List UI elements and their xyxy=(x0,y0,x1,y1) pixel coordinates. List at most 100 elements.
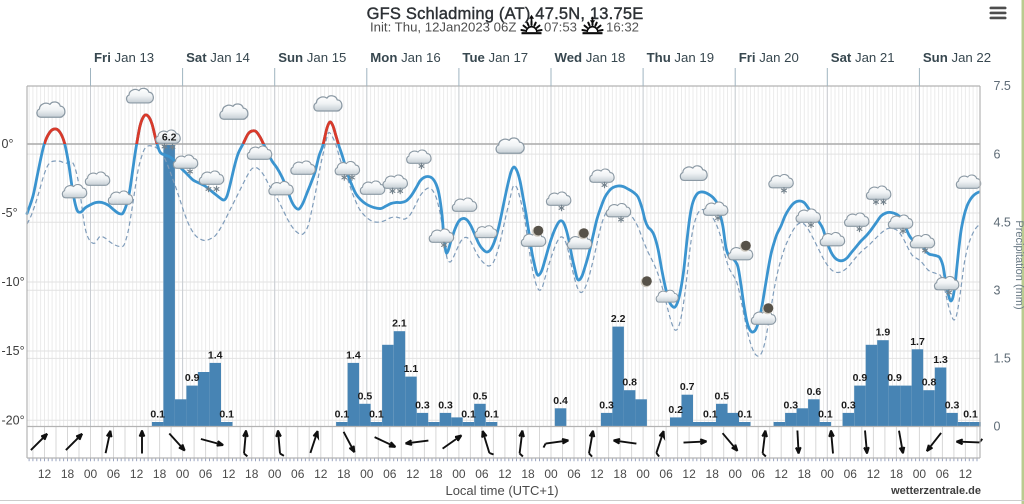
svg-text:18: 18 xyxy=(521,467,535,481)
svg-text:1.4: 1.4 xyxy=(346,349,361,361)
svg-text:12: 12 xyxy=(222,467,236,481)
svg-text:Init: Thu, 12Jan2023 06Z: Init: Thu, 12Jan2023 06Z xyxy=(370,20,516,35)
svg-text:06: 06 xyxy=(107,467,121,481)
svg-text:12: 12 xyxy=(775,467,789,481)
svg-text:0.9: 0.9 xyxy=(853,372,868,384)
svg-text:0: 0 xyxy=(994,420,1001,434)
svg-text:00: 00 xyxy=(821,467,835,481)
svg-text:Sun Jan 22: Sun Jan 22 xyxy=(923,50,991,65)
svg-text:06: 06 xyxy=(475,467,489,481)
svg-text:12: 12 xyxy=(959,467,973,481)
svg-text:16:32: 16:32 xyxy=(606,20,639,35)
svg-text:1.4: 1.4 xyxy=(208,349,223,361)
svg-text:18: 18 xyxy=(890,467,904,481)
svg-text:0.2: 0.2 xyxy=(668,404,683,416)
svg-text:-15°: -15° xyxy=(2,344,25,358)
svg-text:12: 12 xyxy=(498,467,512,481)
svg-text:0.3: 0.3 xyxy=(415,399,430,411)
svg-text:18: 18 xyxy=(337,467,351,481)
svg-text:06: 06 xyxy=(383,467,397,481)
svg-text:00: 00 xyxy=(729,467,743,481)
svg-text:Precipitation (mm): Precipitation (mm) xyxy=(1013,220,1024,309)
svg-text:Fri Jan 13: Fri Jan 13 xyxy=(94,50,154,65)
svg-text:7.5: 7.5 xyxy=(994,79,1011,93)
svg-text:1.3: 1.3 xyxy=(933,354,948,366)
svg-text:0.9: 0.9 xyxy=(887,372,902,384)
svg-text:0.5: 0.5 xyxy=(358,390,373,402)
svg-text:0.4: 0.4 xyxy=(553,395,568,407)
svg-text:GFS Schladming (AT) 47.5N, 13.: GFS Schladming (AT) 47.5N, 13.75E xyxy=(367,5,644,23)
svg-text:0.1: 0.1 xyxy=(369,409,384,421)
svg-text:06: 06 xyxy=(567,467,581,481)
svg-text:06: 06 xyxy=(844,467,858,481)
svg-text:0.9: 0.9 xyxy=(185,372,200,384)
svg-text:06: 06 xyxy=(199,467,213,481)
svg-text:0.1: 0.1 xyxy=(484,409,499,421)
svg-text:00: 00 xyxy=(84,467,98,481)
svg-text:-5°: -5° xyxy=(2,206,18,220)
svg-text:Fri Jan 20: Fri Jan 20 xyxy=(739,50,799,65)
svg-text:0.8: 0.8 xyxy=(622,377,637,389)
svg-text:4.5: 4.5 xyxy=(994,215,1011,229)
svg-text:0.1: 0.1 xyxy=(963,409,978,421)
svg-text:1.1: 1.1 xyxy=(404,363,419,375)
svg-text:-10°: -10° xyxy=(2,275,25,289)
svg-text:0.3: 0.3 xyxy=(841,399,856,411)
svg-text:06: 06 xyxy=(936,467,950,481)
svg-text:Mon Jan 16: Mon Jan 16 xyxy=(370,50,440,65)
svg-text:0.3: 0.3 xyxy=(599,399,614,411)
svg-text:00: 00 xyxy=(452,467,466,481)
svg-text:Thu Jan 19: Thu Jan 19 xyxy=(647,50,714,65)
svg-text:00: 00 xyxy=(268,467,282,481)
svg-text:18: 18 xyxy=(61,467,75,481)
svg-text:18: 18 xyxy=(245,467,259,481)
svg-text:Sat Jan 21: Sat Jan 21 xyxy=(831,50,895,65)
svg-text:00: 00 xyxy=(913,467,927,481)
svg-text:00: 00 xyxy=(544,467,558,481)
svg-text:18: 18 xyxy=(429,467,443,481)
svg-text:18: 18 xyxy=(706,467,720,481)
svg-text:2.2: 2.2 xyxy=(611,313,626,325)
svg-text:0.1: 0.1 xyxy=(703,409,718,421)
svg-text:wetterzentrale.de: wetterzentrale.de xyxy=(890,485,981,497)
svg-text:6: 6 xyxy=(994,147,1001,161)
svg-text:00: 00 xyxy=(176,467,190,481)
svg-text:0°: 0° xyxy=(2,137,14,151)
svg-text:0.1: 0.1 xyxy=(737,409,752,421)
svg-text:06: 06 xyxy=(752,467,766,481)
svg-text:Sat Jan 14: Sat Jan 14 xyxy=(186,50,250,65)
svg-text:18: 18 xyxy=(613,467,627,481)
svg-text:0.3: 0.3 xyxy=(438,399,453,411)
svg-text:3: 3 xyxy=(994,284,1001,298)
svg-text:0.1: 0.1 xyxy=(219,409,234,421)
svg-text:18: 18 xyxy=(798,467,812,481)
svg-text:Tue Jan 17: Tue Jan 17 xyxy=(462,50,528,65)
svg-text:0.5: 0.5 xyxy=(714,390,729,402)
svg-text:12: 12 xyxy=(590,467,604,481)
svg-text:1.9: 1.9 xyxy=(876,327,891,339)
svg-text:06: 06 xyxy=(659,467,673,481)
svg-text:07:53: 07:53 xyxy=(544,20,577,35)
svg-text:0.3: 0.3 xyxy=(783,399,798,411)
svg-text:Wed Jan 18: Wed Jan 18 xyxy=(555,50,626,65)
svg-text:1.5: 1.5 xyxy=(994,352,1011,366)
svg-text:12: 12 xyxy=(314,467,328,481)
svg-text:Local time (UTC+1): Local time (UTC+1) xyxy=(445,483,558,498)
svg-text:0.1: 0.1 xyxy=(335,409,350,421)
svg-text:6.2: 6.2 xyxy=(162,132,177,144)
svg-text:0.5: 0.5 xyxy=(473,390,488,402)
svg-text:0.1: 0.1 xyxy=(818,409,833,421)
svg-text:1.7: 1.7 xyxy=(910,336,925,348)
svg-text:12: 12 xyxy=(406,467,420,481)
svg-text:18: 18 xyxy=(153,467,167,481)
svg-text:0.7: 0.7 xyxy=(680,381,695,393)
svg-text:Sun Jan 15: Sun Jan 15 xyxy=(278,50,346,65)
svg-text:2.1: 2.1 xyxy=(392,318,407,330)
svg-text:0.8: 0.8 xyxy=(922,377,937,389)
svg-text:00: 00 xyxy=(636,467,650,481)
svg-text:12: 12 xyxy=(867,467,881,481)
svg-text:12: 12 xyxy=(130,467,144,481)
svg-text:-20°: -20° xyxy=(2,414,25,428)
svg-text:00: 00 xyxy=(360,467,374,481)
svg-text:0.3: 0.3 xyxy=(945,399,960,411)
